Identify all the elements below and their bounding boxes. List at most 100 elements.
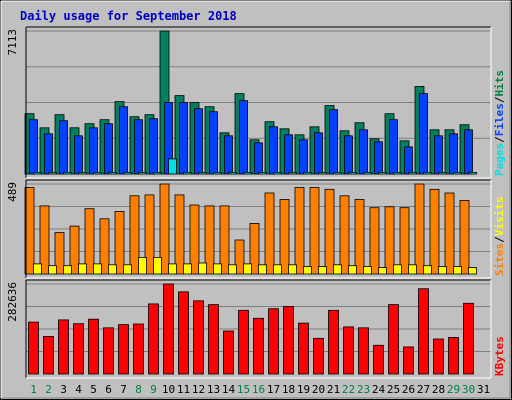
- day-label-1: 1: [30, 383, 37, 396]
- bar-sites-day-1: [33, 263, 42, 275]
- bar-visits-day-23: [354, 199, 365, 275]
- bar-pages-day-27: [423, 171, 432, 175]
- bar-visits-day-29: [444, 192, 455, 275]
- bar-files-day-17: [269, 126, 278, 175]
- legend-entry: /: [493, 236, 506, 243]
- bar-visits-day-13: [204, 205, 215, 275]
- bar-pages-day-17: [273, 171, 282, 175]
- y-axis-max-label: 282636: [6, 282, 19, 322]
- legend-entry: Visits: [493, 197, 506, 237]
- bar-sites-day-26: [408, 264, 417, 275]
- bar-files-day-28: [434, 135, 443, 175]
- bar-visits-day-22: [339, 195, 350, 275]
- bar-kbytes-day-21: [328, 309, 339, 375]
- bar-visits-day-4: [69, 225, 80, 275]
- bar-visits-day-15: [234, 239, 245, 275]
- bar-kbytes-day-3: [58, 319, 69, 375]
- y-axis-max-label: 489: [6, 182, 19, 202]
- legend-entry: /: [493, 136, 506, 143]
- bar-sites-day-22: [348, 265, 357, 275]
- bar-visits-day-17: [264, 192, 275, 275]
- day-axis-labels: 1 2 3 4 5 6 7 8 9 10 11 12 13 14 15 16 17 18 19 20 21 22 23 24 2…: [30, 383, 490, 396]
- bar-kbytes-day-19: [298, 322, 309, 375]
- bar-pages-day-6: [108, 171, 117, 175]
- bar-pages-day-24: [378, 171, 387, 175]
- bar-visits-day-1: [24, 187, 35, 275]
- bar-sites-day-25: [393, 264, 402, 275]
- day-label-19: 19: [297, 383, 310, 396]
- bar-kbytes-day-4: [73, 323, 84, 375]
- bar-files-day-29: [449, 133, 458, 175]
- bar-visits-day-27: [414, 183, 425, 275]
- day-label-18: 18: [282, 383, 295, 396]
- bar-files-day-20: [314, 132, 323, 175]
- bar-files-day-1: [29, 119, 38, 175]
- bar-visits-day-30: [459, 199, 470, 275]
- bar-pages-day-13: [213, 171, 222, 175]
- bar-visits-day-18: [279, 199, 290, 275]
- legend-entry: Files: [493, 103, 506, 136]
- day-label-31: 31: [477, 383, 490, 396]
- bar-kbytes-day-14: [223, 330, 234, 375]
- day-label-16: 16: [252, 383, 265, 396]
- bar-sites-day-28: [438, 266, 447, 275]
- bar-sites-day-21: [333, 264, 342, 275]
- bar-visits-day-6: [99, 218, 110, 275]
- bar-files-day-27: [419, 93, 428, 175]
- day-label-4: 4: [75, 383, 82, 396]
- bar-sites-day-8: [138, 256, 147, 275]
- bar-pages-day-18: [288, 171, 297, 175]
- bar-kbytes-day-10: [163, 283, 174, 375]
- bar-pages-day-20: [318, 171, 327, 175]
- bar-sites-day-2: [48, 265, 57, 275]
- bar-kbytes-day-30: [463, 302, 474, 375]
- bar-files-day-21: [329, 109, 338, 175]
- day-label-24: 24: [372, 383, 386, 396]
- bar-visits-day-2: [39, 205, 50, 275]
- bar-files-day-7: [119, 106, 128, 175]
- chart-title: Daily usage for September 2018: [20, 9, 237, 23]
- bar-kbytes-day-23: [358, 327, 369, 375]
- day-label-28: 28: [432, 383, 445, 396]
- bar-kbytes-day-28: [433, 338, 444, 375]
- bar-pages-day-5: [93, 171, 102, 175]
- legend-entry: Sites: [493, 243, 506, 276]
- bar-sites-day-5: [93, 263, 102, 275]
- bar-sites-day-18: [288, 264, 297, 275]
- bar-sites-day-12: [198, 262, 207, 275]
- bar-pages-day-10: [168, 158, 177, 175]
- bar-sites-day-16: [258, 264, 267, 275]
- bar-files-day-6: [104, 123, 113, 175]
- bar-visits-day-9: [144, 194, 155, 275]
- bar-kbytes-day-16: [253, 317, 264, 375]
- bar-kbytes-day-18: [283, 306, 294, 375]
- bar-pages-day-14: [228, 171, 237, 175]
- day-label-8: 8: [135, 383, 142, 396]
- bar-files-day-23: [359, 129, 368, 175]
- bar-sites-day-19: [303, 266, 312, 275]
- day-label-14: 14: [222, 383, 236, 396]
- bar-files-day-9: [149, 118, 158, 175]
- bar-kbytes-day-9: [148, 303, 159, 375]
- bar-kbytes-day-26: [403, 346, 414, 375]
- series-visits: [24, 183, 470, 275]
- bar-files-day-8: [134, 119, 143, 175]
- day-label-12: 12: [192, 383, 205, 396]
- bar-pages-day-21: [333, 171, 342, 175]
- bar-sites-day-9: [153, 256, 162, 275]
- series-sites: [33, 256, 477, 275]
- bar-pages-day-19: [303, 171, 312, 175]
- day-label-21: 21: [327, 383, 340, 396]
- bar-visits-day-3: [54, 232, 65, 275]
- bar-kbytes-day-22: [343, 326, 354, 375]
- bar-files-day-2: [44, 133, 53, 175]
- bar-pages-day-8: [138, 171, 147, 175]
- bar-pages-day-23: [363, 171, 372, 175]
- bar-visits-day-21: [324, 188, 335, 275]
- bar-kbytes-day-11: [178, 291, 189, 375]
- day-label-9: 9: [150, 383, 157, 396]
- bar-files-day-24: [374, 141, 383, 175]
- bar-pages-day-7: [123, 171, 132, 175]
- bar-pages-day-12: [198, 171, 207, 175]
